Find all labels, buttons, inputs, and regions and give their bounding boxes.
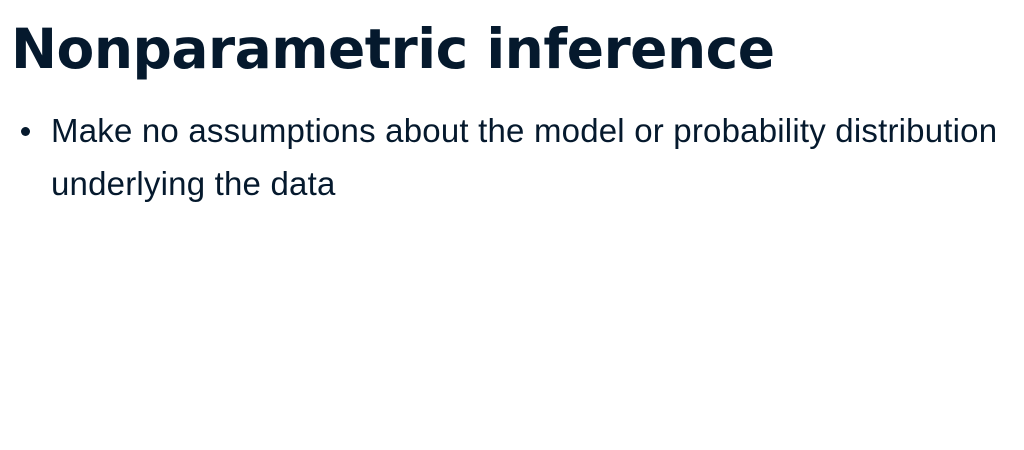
bullet-item: Make no assumptions about the model or p… (0, 104, 1010, 210)
bullet-list: Make no assumptions about the model or p… (0, 104, 1010, 210)
bullet-text: Make no assumptions about the model or p… (51, 112, 998, 202)
bullet-dot-icon (21, 127, 30, 136)
slide-title: Nonparametric inference (11, 17, 775, 81)
